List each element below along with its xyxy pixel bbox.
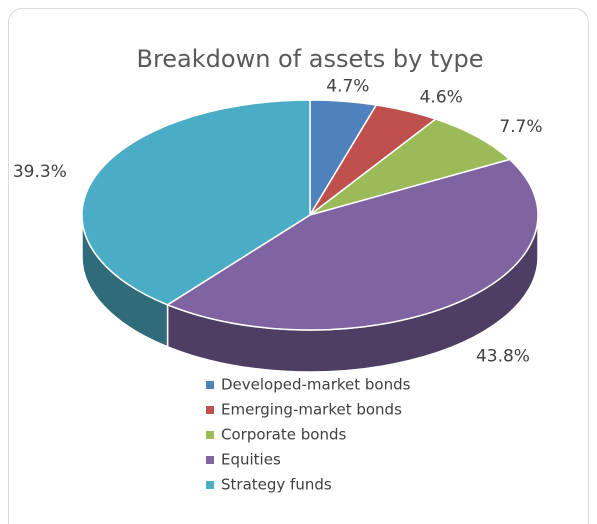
data-label: 43.8% — [476, 346, 530, 366]
legend-label: Emerging-market bonds — [221, 401, 402, 419]
data-label: 4.6% — [420, 87, 463, 107]
legend-swatch — [206, 406, 214, 414]
legend-swatch — [206, 381, 214, 389]
data-label: 39.3% — [13, 162, 67, 182]
legend-label: Strategy funds — [221, 476, 332, 494]
chart-title: Breakdown of assets by type — [136, 45, 483, 73]
legend-swatch — [206, 481, 214, 489]
pie-slice — [81, 99, 311, 306]
data-label: 7.7% — [499, 117, 542, 137]
legend-label: Equities — [221, 451, 281, 469]
legend-label: Developed-market bonds — [221, 376, 411, 394]
legend-label: Corporate bonds — [221, 426, 346, 444]
pie-slice — [165, 158, 539, 331]
legend-swatch — [206, 456, 214, 464]
pie-slice — [309, 118, 512, 216]
legend-swatch — [206, 431, 214, 439]
data-label: 4.7% — [326, 76, 369, 96]
